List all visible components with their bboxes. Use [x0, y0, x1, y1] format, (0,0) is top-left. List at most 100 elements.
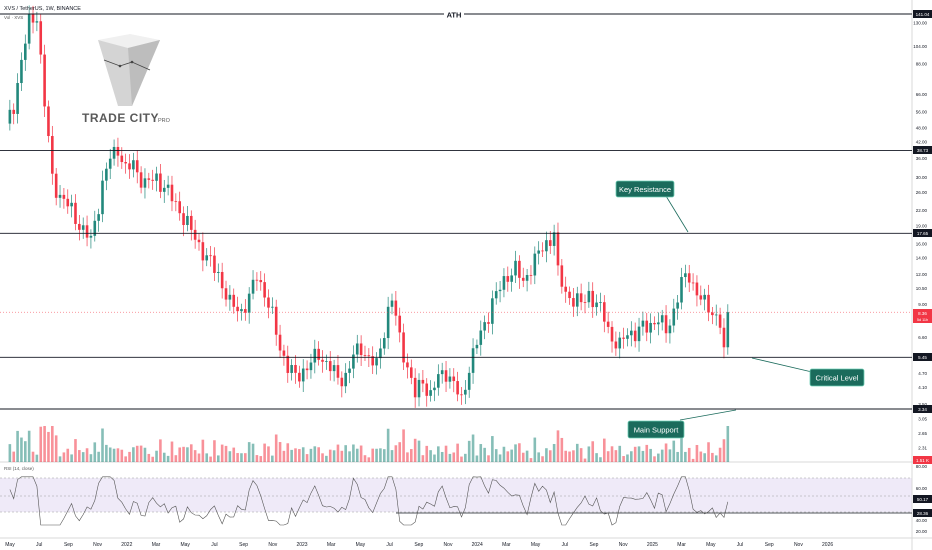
candle-body: [591, 290, 595, 308]
volume-bar: [81, 452, 85, 462]
ath-label: ATH: [447, 11, 462, 20]
x-tick-11: Mar: [327, 542, 336, 548]
volume-bar: [533, 437, 537, 462]
candle-body: [340, 377, 344, 387]
volume-bar: [471, 434, 475, 462]
candle-body: [209, 255, 212, 257]
y-tick-10: 22.00: [916, 208, 928, 213]
volume-bar: [548, 450, 552, 462]
candle-body: [645, 320, 649, 333]
candle-body: [12, 109, 16, 114]
volume-bar: [703, 453, 706, 462]
candle-body: [452, 376, 456, 382]
volume-bar: [301, 447, 305, 462]
volume-bar: [108, 447, 112, 462]
volume-bar: [575, 443, 579, 462]
candle-body: [139, 172, 143, 188]
volume-bar: [201, 439, 205, 462]
volume-bar: [62, 452, 66, 462]
candle-body: [155, 173, 158, 181]
x-tick-19: Jul: [562, 542, 568, 548]
volume-bar: [444, 445, 448, 462]
candle-body: [429, 390, 432, 396]
candle-body: [16, 83, 19, 114]
candle-body: [618, 337, 622, 349]
candle-body: [583, 302, 587, 303]
y-tick-25: 2.31: [918, 446, 927, 451]
volume-bar: [410, 449, 413, 462]
volume-bar: [653, 456, 656, 462]
rsi-tick-2: 40.00: [916, 518, 928, 523]
volume-bar: [66, 448, 70, 462]
volume-bar: [255, 455, 259, 462]
candle-body: [78, 223, 81, 230]
x-tick-1: Jul: [36, 542, 42, 548]
volume-bar: [328, 449, 332, 462]
volume-bar: [31, 451, 35, 462]
candle-body: [298, 372, 301, 382]
volume-bar: [622, 456, 625, 462]
volume-bar: [363, 455, 367, 462]
main-support-callout: Main Support: [627, 409, 737, 439]
volume-bar: [348, 451, 351, 462]
candle-body: [456, 381, 459, 395]
volume-bar: [645, 444, 649, 462]
volume-bar: [332, 450, 336, 462]
candle-body: [128, 163, 131, 170]
x-tick-2: Sep: [64, 542, 73, 548]
candle-body: [641, 320, 645, 327]
candle-body: [406, 362, 409, 368]
volume-bar: [367, 457, 371, 462]
volume-bar: [8, 444, 12, 462]
volume-bar: [487, 455, 490, 462]
volume-bar: [560, 437, 564, 462]
volume-bar: [139, 445, 143, 462]
candle-body: [309, 362, 313, 371]
volume-bar: [313, 446, 317, 462]
y-tick-12: 16.00: [916, 241, 928, 246]
x-tick-17: Mar: [502, 542, 511, 548]
volume-bar: [587, 446, 591, 462]
volume-bar: [591, 441, 595, 462]
volume-bar: [649, 448, 652, 462]
candle-body: [143, 178, 147, 188]
volume-bar: [166, 455, 170, 462]
candle-body: [294, 365, 297, 373]
candle-body: [328, 361, 332, 372]
candle-body: [321, 359, 324, 362]
candle-body: [85, 225, 89, 238]
y-tick-0: 130.00: [913, 20, 927, 25]
candle-body: [217, 271, 220, 273]
volume-bar: [101, 428, 104, 462]
volume-bar: [120, 449, 124, 462]
volume-bar: [498, 454, 502, 462]
y-tick-6: 42.00: [916, 140, 928, 145]
logo-brand: TRADE CITY: [82, 111, 159, 125]
volume-bar: [599, 457, 602, 462]
candle-body: [35, 21, 39, 23]
candle-body: [568, 291, 571, 299]
price-badges: 141.04 38.73 17.65 8.36 5d 11h 5.45 3.34…: [913, 10, 932, 517]
volume-bar: [251, 443, 255, 462]
volume-bar: [355, 448, 359, 462]
volume-bar: [525, 450, 529, 462]
candle-body: [722, 327, 726, 348]
candle-body: [224, 288, 228, 300]
y-tick-9: 26.00: [916, 190, 928, 195]
volume-bar: [475, 455, 479, 462]
volume-bar: [626, 454, 629, 462]
volume-bar: [676, 451, 679, 462]
volume-bar: [398, 442, 402, 462]
candle-body: [421, 379, 425, 384]
y-tick-13: 14.00: [916, 256, 928, 261]
volume-bar: [89, 454, 93, 462]
candle-body: [147, 178, 151, 180]
y-tick-14: 12.00: [916, 272, 928, 277]
volume-label: Vol · XVS: [4, 15, 23, 20]
candle-body: [201, 242, 205, 261]
y-tick-1: 104.00: [913, 44, 927, 49]
candle-body: [626, 335, 629, 339]
candle-body: [417, 379, 421, 398]
candle-body: [684, 273, 687, 278]
main-support-label: Main Support: [634, 426, 680, 435]
